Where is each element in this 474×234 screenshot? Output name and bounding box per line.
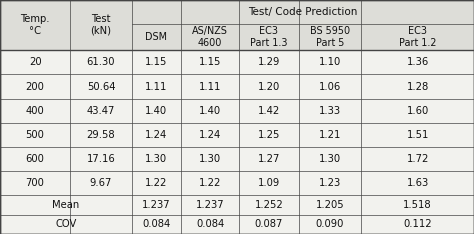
Text: 17.16: 17.16 [87, 154, 115, 164]
Text: 1.63: 1.63 [407, 178, 428, 188]
Text: 61.30: 61.30 [87, 57, 115, 67]
Text: 1.24: 1.24 [146, 130, 167, 140]
Text: 1.60: 1.60 [407, 106, 428, 116]
Text: Test/ Code Prediction: Test/ Code Prediction [248, 7, 357, 17]
Text: 1.30: 1.30 [146, 154, 167, 164]
Text: 700: 700 [26, 178, 45, 188]
Text: 20: 20 [29, 57, 41, 67]
Text: 1.252: 1.252 [255, 200, 283, 210]
Text: 1.20: 1.20 [258, 81, 280, 91]
Text: 1.22: 1.22 [199, 178, 221, 188]
Text: 1.25: 1.25 [258, 130, 280, 140]
Text: 0.087: 0.087 [255, 219, 283, 229]
Text: 1.27: 1.27 [258, 154, 280, 164]
Text: COV: COV [55, 219, 77, 229]
Text: 600: 600 [26, 154, 45, 164]
Text: 1.15: 1.15 [145, 57, 168, 67]
Text: 1.09: 1.09 [258, 178, 280, 188]
Text: 1.21: 1.21 [319, 130, 341, 140]
Text: 1.72: 1.72 [406, 154, 429, 164]
Text: 1.518: 1.518 [403, 200, 432, 210]
Text: 400: 400 [26, 106, 45, 116]
Text: 1.23: 1.23 [319, 178, 341, 188]
Text: 1.40: 1.40 [146, 106, 167, 116]
Text: 1.40: 1.40 [199, 106, 221, 116]
Text: 1.15: 1.15 [199, 57, 221, 67]
Bar [0, 0, 474, 50]
Text: 1.205: 1.205 [316, 200, 344, 210]
Text: Test
(kN): Test (kN) [91, 14, 111, 36]
Text: EC3
Part 1.3: EC3 Part 1.3 [250, 26, 288, 48]
Text: 29.58: 29.58 [87, 130, 115, 140]
Text: Mean: Mean [52, 200, 80, 210]
Text: 1.33: 1.33 [319, 106, 341, 116]
Text: 1.06: 1.06 [319, 81, 341, 91]
Text: 1.51: 1.51 [406, 130, 429, 140]
Text: 200: 200 [26, 81, 45, 91]
Text: 1.237: 1.237 [142, 200, 171, 210]
Text: 0.090: 0.090 [316, 219, 344, 229]
Text: 50.64: 50.64 [87, 81, 115, 91]
Text: AS/NZS
4600: AS/NZS 4600 [192, 26, 228, 48]
Text: 1.42: 1.42 [258, 106, 280, 116]
Text: 43.47: 43.47 [87, 106, 115, 116]
Text: 9.67: 9.67 [90, 178, 112, 188]
Text: 1.30: 1.30 [319, 154, 341, 164]
Text: 1.11: 1.11 [199, 81, 221, 91]
Text: 0.112: 0.112 [403, 219, 432, 229]
Text: 1.24: 1.24 [199, 130, 221, 140]
Text: EC3
Part 1.2: EC3 Part 1.2 [399, 26, 436, 48]
Text: 1.30: 1.30 [199, 154, 221, 164]
Text: 1.22: 1.22 [145, 178, 168, 188]
Text: DSM: DSM [146, 32, 167, 42]
Text: 1.10: 1.10 [319, 57, 341, 67]
Text: 0.084: 0.084 [196, 219, 224, 229]
Text: Temp.
°C: Temp. °C [20, 14, 50, 36]
Text: 500: 500 [26, 130, 45, 140]
Text: 0.084: 0.084 [142, 219, 171, 229]
Text: 1.11: 1.11 [145, 81, 168, 91]
Text: BS 5950
Part 5: BS 5950 Part 5 [310, 26, 350, 48]
Text: 1.29: 1.29 [258, 57, 280, 67]
Text: 1.237: 1.237 [196, 200, 225, 210]
Text: 1.36: 1.36 [407, 57, 428, 67]
Text: 1.28: 1.28 [407, 81, 428, 91]
